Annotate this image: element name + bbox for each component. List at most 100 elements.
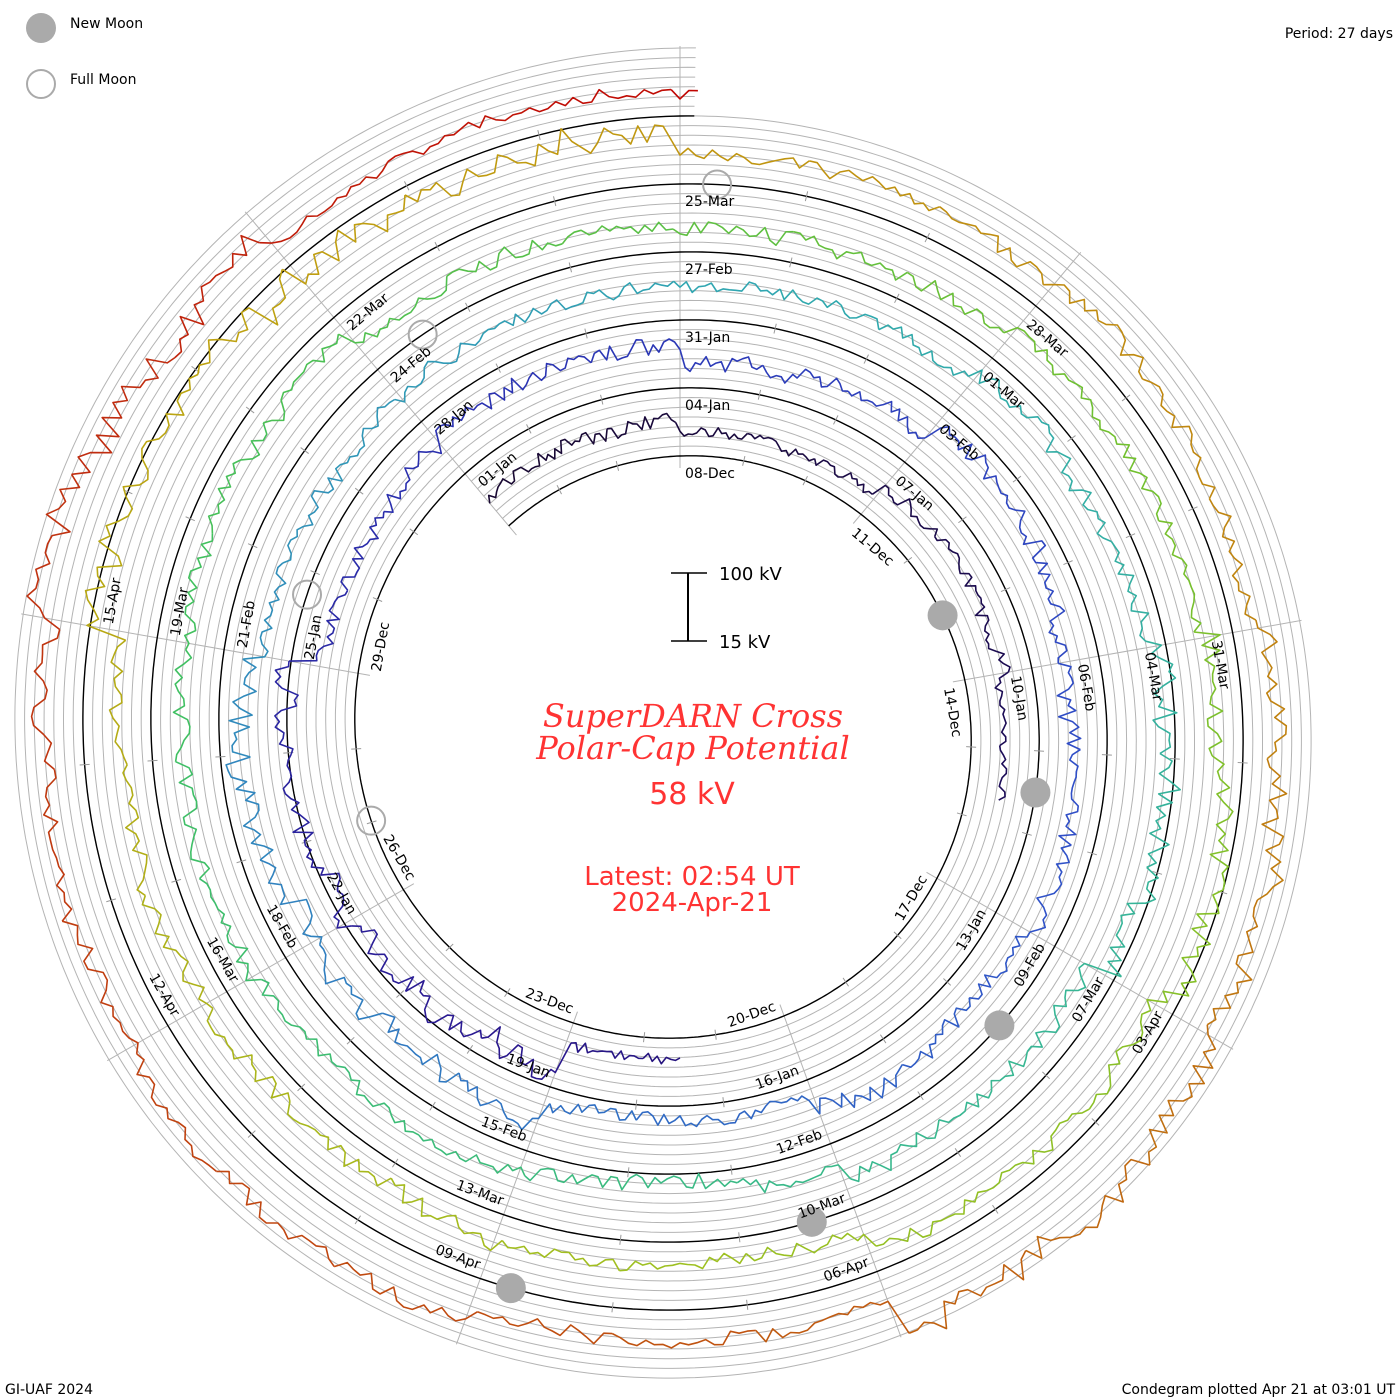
scale-bar: 100 kV 15 kV (671, 564, 783, 653)
trace-segment (998, 487, 1049, 575)
trace-segment (745, 1232, 877, 1262)
trace-segment (607, 412, 677, 440)
trace-segment (1025, 1158, 1151, 1259)
date-spokes (21, 46, 1302, 1345)
day-tick (429, 1101, 436, 1111)
trace-segment (1206, 899, 1259, 1026)
trace-segment (974, 598, 1011, 673)
date-label: 15-Feb (479, 1114, 529, 1145)
day-tick (215, 755, 226, 758)
day-tick (917, 1091, 924, 1101)
spiral-baseline (82, 115, 1244, 1311)
day-tick (1091, 1118, 1100, 1126)
date-label-group: 25-Mar (685, 194, 735, 210)
trace-segment (1193, 631, 1224, 757)
day-tick (863, 354, 869, 364)
trace-segment (274, 661, 299, 755)
trace-segment (333, 1261, 478, 1322)
day-tick (366, 820, 377, 825)
date-label: 16-Jan (753, 1063, 801, 1094)
trace-segment (985, 1108, 1090, 1192)
day-tick (730, 1164, 733, 1175)
day-tick (245, 406, 255, 414)
day-tick (635, 1099, 638, 1110)
trace-segment (1208, 498, 1257, 621)
day-tick (584, 328, 588, 339)
gridline (43, 76, 1283, 1350)
day-tick (842, 977, 849, 987)
date-label-group: 16-Jan (753, 1063, 801, 1094)
scale-top-label: 100 kV (719, 564, 783, 585)
day-tick (943, 978, 952, 986)
trace-segment (1026, 962, 1122, 1053)
trace-segment (242, 562, 287, 660)
date-label: 06-Apr (822, 1254, 872, 1285)
date-spoke (21, 613, 370, 676)
trace-segment (184, 533, 214, 651)
trace-segment (793, 230, 908, 281)
trace-segment (1110, 541, 1150, 642)
trace-segment (305, 845, 352, 929)
full-moon-legend-icon (26, 69, 56, 99)
day-tick (954, 1148, 962, 1157)
new-moon-marker (927, 600, 958, 631)
day-tick (1169, 758, 1180, 760)
trace-segment (809, 160, 941, 212)
date-label: 08-Dec (685, 466, 735, 482)
trace-segment (875, 1190, 987, 1247)
day-tick (615, 460, 620, 471)
trace-segment (405, 979, 483, 1039)
trace-segment (813, 458, 873, 495)
trace-segment (908, 1250, 1027, 1335)
gridline (53, 86, 1273, 1340)
baseline-spiral (82, 115, 1244, 1311)
new-moon-marker (1020, 777, 1051, 808)
trace-segment (338, 276, 448, 344)
trace-segment (288, 589, 349, 662)
day-tick (722, 1097, 725, 1108)
trace-segment (902, 997, 971, 1068)
trace-segment (679, 349, 764, 373)
scale-bottom-label: 15 kV (719, 632, 771, 653)
day-tick (185, 516, 196, 522)
date-label: 25-Jan (302, 614, 326, 661)
trace-segment (850, 1119, 940, 1183)
trace-segment (747, 432, 815, 462)
trace-segment (351, 925, 415, 992)
day-tick (247, 543, 258, 549)
trace-segment (755, 1300, 910, 1343)
trace-segment (174, 234, 260, 359)
moon-markers (292, 169, 1051, 1304)
trace-segment (1142, 378, 1216, 500)
date-label: 25-Mar (685, 194, 735, 210)
day-tick (79, 763, 90, 766)
trace-segment (537, 428, 608, 462)
date-label-group: 27-Feb (685, 262, 733, 278)
trace-segment (590, 338, 681, 364)
trace-segment (434, 387, 506, 443)
day-tick (297, 1083, 306, 1092)
trace-segment (934, 536, 982, 599)
trace-segment (503, 355, 592, 394)
latest-time: Latest: 02:54 UT (584, 862, 800, 892)
day-tick (1000, 587, 1011, 592)
day-tick (619, 1234, 622, 1245)
date-label-group: 11-Dec (848, 525, 897, 569)
trace-segment (259, 859, 323, 945)
date-spoke (852, 252, 1082, 524)
date-label-group: 10-Jan (1007, 675, 1031, 722)
day-tick (568, 262, 572, 273)
chart-title-line2: Polar-Cap Potential (535, 729, 849, 767)
trace-segment (390, 1177, 503, 1252)
day-tick (746, 1299, 749, 1310)
trace-segment (108, 639, 128, 766)
trace-segment (762, 364, 849, 392)
trace-segment (1147, 1024, 1217, 1166)
day-tick (1022, 831, 1032, 836)
date-label: 12-Feb (774, 1127, 824, 1158)
day-tick (924, 232, 930, 243)
trace-segment (383, 442, 443, 514)
trace-segment (570, 1042, 644, 1061)
trace-segment (1146, 752, 1181, 869)
trace-segment (1158, 520, 1202, 633)
